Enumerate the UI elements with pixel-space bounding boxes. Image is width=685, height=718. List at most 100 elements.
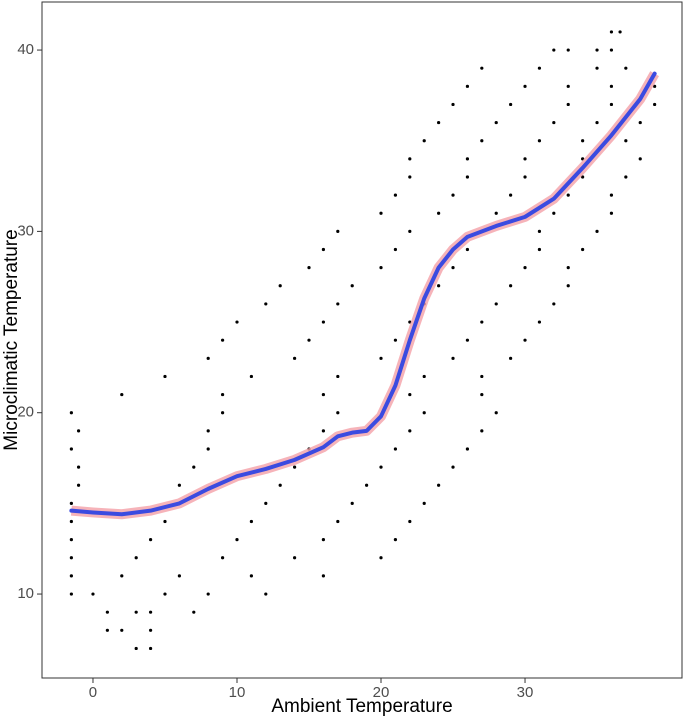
point — [206, 356, 210, 360]
point — [235, 538, 239, 542]
point — [321, 429, 326, 433]
point — [278, 284, 282, 288]
point — [552, 302, 556, 306]
point — [264, 302, 268, 306]
x-axis-title: Ambient Temperature — [271, 696, 452, 717]
point — [581, 139, 585, 143]
point — [595, 120, 599, 125]
point — [653, 102, 657, 107]
point — [537, 139, 542, 143]
point — [465, 157, 470, 161]
point — [120, 574, 124, 578]
point — [537, 320, 542, 324]
point — [523, 157, 527, 161]
point — [566, 84, 570, 88]
point — [393, 538, 398, 542]
point — [451, 193, 455, 197]
x-tick-label: 20 — [373, 684, 390, 701]
point — [148, 646, 153, 651]
point — [336, 374, 340, 379]
point — [408, 519, 412, 524]
point — [192, 610, 196, 614]
point — [581, 175, 585, 179]
point — [422, 501, 426, 505]
point — [494, 120, 498, 125]
point — [69, 574, 73, 578]
point — [148, 610, 153, 614]
point — [163, 592, 167, 596]
point — [379, 266, 383, 270]
point — [163, 374, 167, 379]
point — [134, 646, 138, 651]
point — [105, 628, 109, 632]
point — [595, 229, 599, 233]
point — [609, 84, 614, 88]
point — [177, 483, 181, 487]
point — [120, 628, 124, 632]
point — [134, 610, 138, 614]
point — [523, 338, 527, 342]
point — [653, 84, 657, 88]
point — [552, 120, 556, 125]
point — [566, 266, 570, 270]
point — [451, 102, 455, 107]
point — [595, 66, 599, 70]
point — [379, 556, 383, 560]
point — [465, 175, 470, 179]
point — [69, 519, 73, 524]
point — [350, 284, 354, 288]
point — [480, 320, 484, 324]
point — [509, 193, 513, 197]
point — [537, 229, 542, 233]
point — [76, 483, 81, 487]
point — [206, 429, 210, 433]
point — [595, 48, 599, 52]
x-tick-label: 10 — [229, 684, 246, 701]
point — [566, 284, 570, 288]
point — [278, 483, 282, 487]
point — [566, 193, 570, 197]
point — [177, 574, 181, 578]
point — [451, 356, 455, 360]
point — [609, 193, 614, 197]
point — [69, 501, 73, 505]
point — [523, 266, 527, 270]
point — [581, 247, 585, 252]
point — [293, 465, 297, 469]
point — [422, 139, 426, 143]
x-tick-label: 0 — [89, 684, 97, 701]
point — [537, 247, 542, 252]
point — [480, 139, 484, 143]
point — [336, 519, 340, 524]
y-tick-label: 30 — [17, 222, 34, 239]
point — [537, 66, 542, 70]
point — [365, 483, 369, 487]
point — [264, 501, 268, 505]
y-tick-label: 10 — [17, 585, 34, 602]
point — [69, 447, 73, 451]
point — [393, 338, 398, 342]
point — [69, 538, 73, 542]
point — [509, 284, 513, 288]
point — [307, 338, 311, 342]
y-axis-title: Microclimatic Temperature — [1, 229, 22, 450]
point — [69, 411, 73, 415]
point — [69, 556, 73, 560]
point — [618, 30, 622, 34]
point — [307, 266, 311, 270]
point — [566, 48, 570, 52]
point — [437, 120, 441, 125]
point — [609, 211, 614, 215]
point — [321, 574, 326, 578]
point — [220, 392, 225, 397]
point — [624, 66, 628, 70]
point — [408, 392, 412, 397]
point — [321, 320, 326, 324]
point — [249, 574, 253, 578]
x-tick-label: 30 — [517, 684, 534, 701]
point — [480, 374, 484, 379]
point — [465, 84, 470, 88]
point — [350, 501, 354, 505]
point — [235, 320, 239, 324]
